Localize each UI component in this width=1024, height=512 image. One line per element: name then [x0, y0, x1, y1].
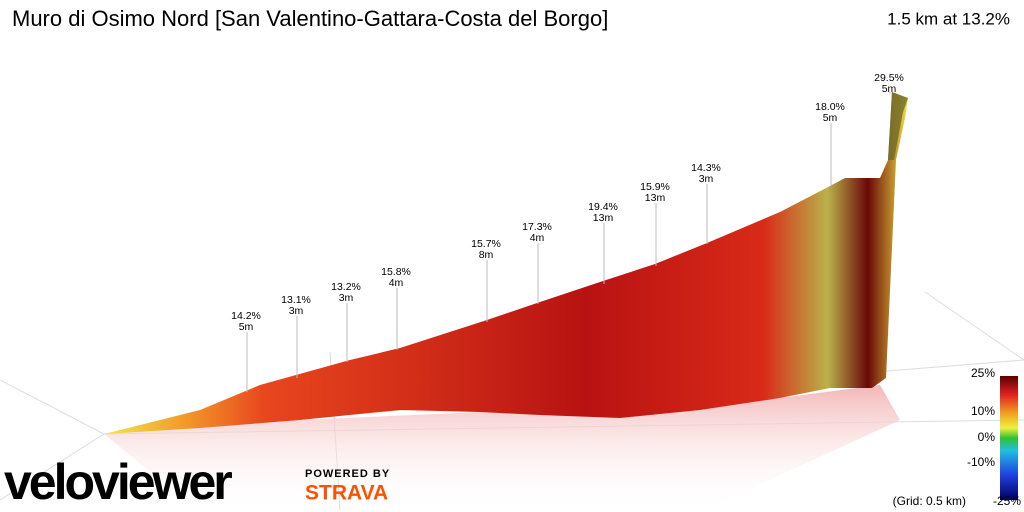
annotation-grade: 13.1% — [281, 294, 311, 306]
powered-by: POWERED BY — [305, 468, 390, 480]
legend-scale — [1000, 376, 1018, 500]
grid-note: (Grid: 0.5 km) — [893, 494, 966, 508]
annotation-grade: 14.2% — [231, 310, 261, 322]
annotation-length: 5m — [239, 321, 254, 333]
annotation-grade: 18.0% — [815, 101, 845, 113]
legend-label: 0% — [978, 430, 996, 444]
annotation-grade: 15.9% — [640, 181, 670, 193]
annotation-grade: 15.8% — [381, 266, 411, 278]
annotation-grade: 14.3% — [691, 162, 721, 174]
annotation-length: 5m — [823, 112, 838, 124]
annotation-grade: 13.2% — [331, 281, 361, 293]
annotation-grade: 19.4% — [588, 201, 618, 213]
partner-logo: STRAVA — [305, 482, 388, 505]
profile — [104, 92, 908, 434]
annotation-grade: 17.3% — [522, 221, 552, 233]
annotation-length: 5m — [882, 83, 897, 95]
logo: veloviewer — [4, 454, 232, 510]
annotation-grade: 29.5% — [874, 72, 904, 84]
summary: 1.5 km at 13.2% — [887, 9, 1010, 28]
annotation-length: 13m — [645, 192, 666, 204]
legend-label: 10% — [971, 404, 995, 418]
annotation-length: 3m — [699, 173, 714, 185]
legend-label: 25% — [971, 366, 995, 380]
annotation-length: 3m — [339, 292, 354, 304]
annotation-length: 4m — [389, 277, 404, 289]
title: Muro di Osimo Nord [San Valentino-Gattar… — [12, 6, 608, 31]
legend-label: -25% — [993, 494, 1021, 508]
profile-top — [888, 92, 908, 160]
annotation-length: 13m — [593, 212, 614, 224]
annotation-grade: 15.7% — [471, 238, 501, 250]
annotation-length: 8m — [479, 249, 494, 261]
annotation-length: 4m — [530, 232, 545, 244]
legend-label: -10% — [967, 455, 995, 469]
profile-shadow — [104, 385, 900, 512]
annotation-length: 3m — [289, 305, 304, 317]
